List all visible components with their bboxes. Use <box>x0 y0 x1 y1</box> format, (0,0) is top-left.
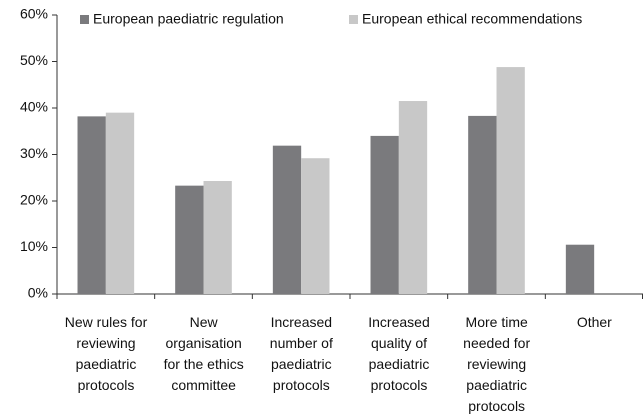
bar <box>272 145 302 294</box>
x-tick-label: New organisation for the ethics committe… <box>163 314 244 393</box>
legend-label: European paediatric regulation <box>93 11 284 27</box>
bar <box>370 135 399 294</box>
y-tick-label: 40% <box>20 99 48 115</box>
bar <box>301 158 330 294</box>
bar <box>468 115 497 294</box>
bar <box>175 185 204 294</box>
bar <box>565 244 595 294</box>
bar <box>105 112 135 295</box>
y-tick-label: 10% <box>20 238 48 254</box>
y-tick-label: 30% <box>20 145 48 161</box>
legend-label: European ethical recommendations <box>362 11 582 27</box>
y-tick-label: 20% <box>20 192 48 208</box>
x-tick-label: Other <box>576 314 612 330</box>
x-tick-label: Increased quality of paediatric protocol… <box>368 314 430 393</box>
x-tick-label: More time needed for reviewing paediatri… <box>463 314 531 414</box>
y-tick-label: 50% <box>20 52 48 68</box>
bar <box>496 67 525 294</box>
y-tick-label: 60% <box>20 6 48 22</box>
x-tick-label: Increased number of paediatric protocols <box>269 314 333 393</box>
bar <box>398 101 428 295</box>
x-tick-label: New rules for reviewing paediatric proto… <box>64 314 148 393</box>
legend-swatch <box>349 15 358 24</box>
y-tick-label: 0% <box>28 285 48 301</box>
bar <box>77 116 106 295</box>
bar <box>203 181 232 294</box>
legend-swatch <box>80 15 89 24</box>
